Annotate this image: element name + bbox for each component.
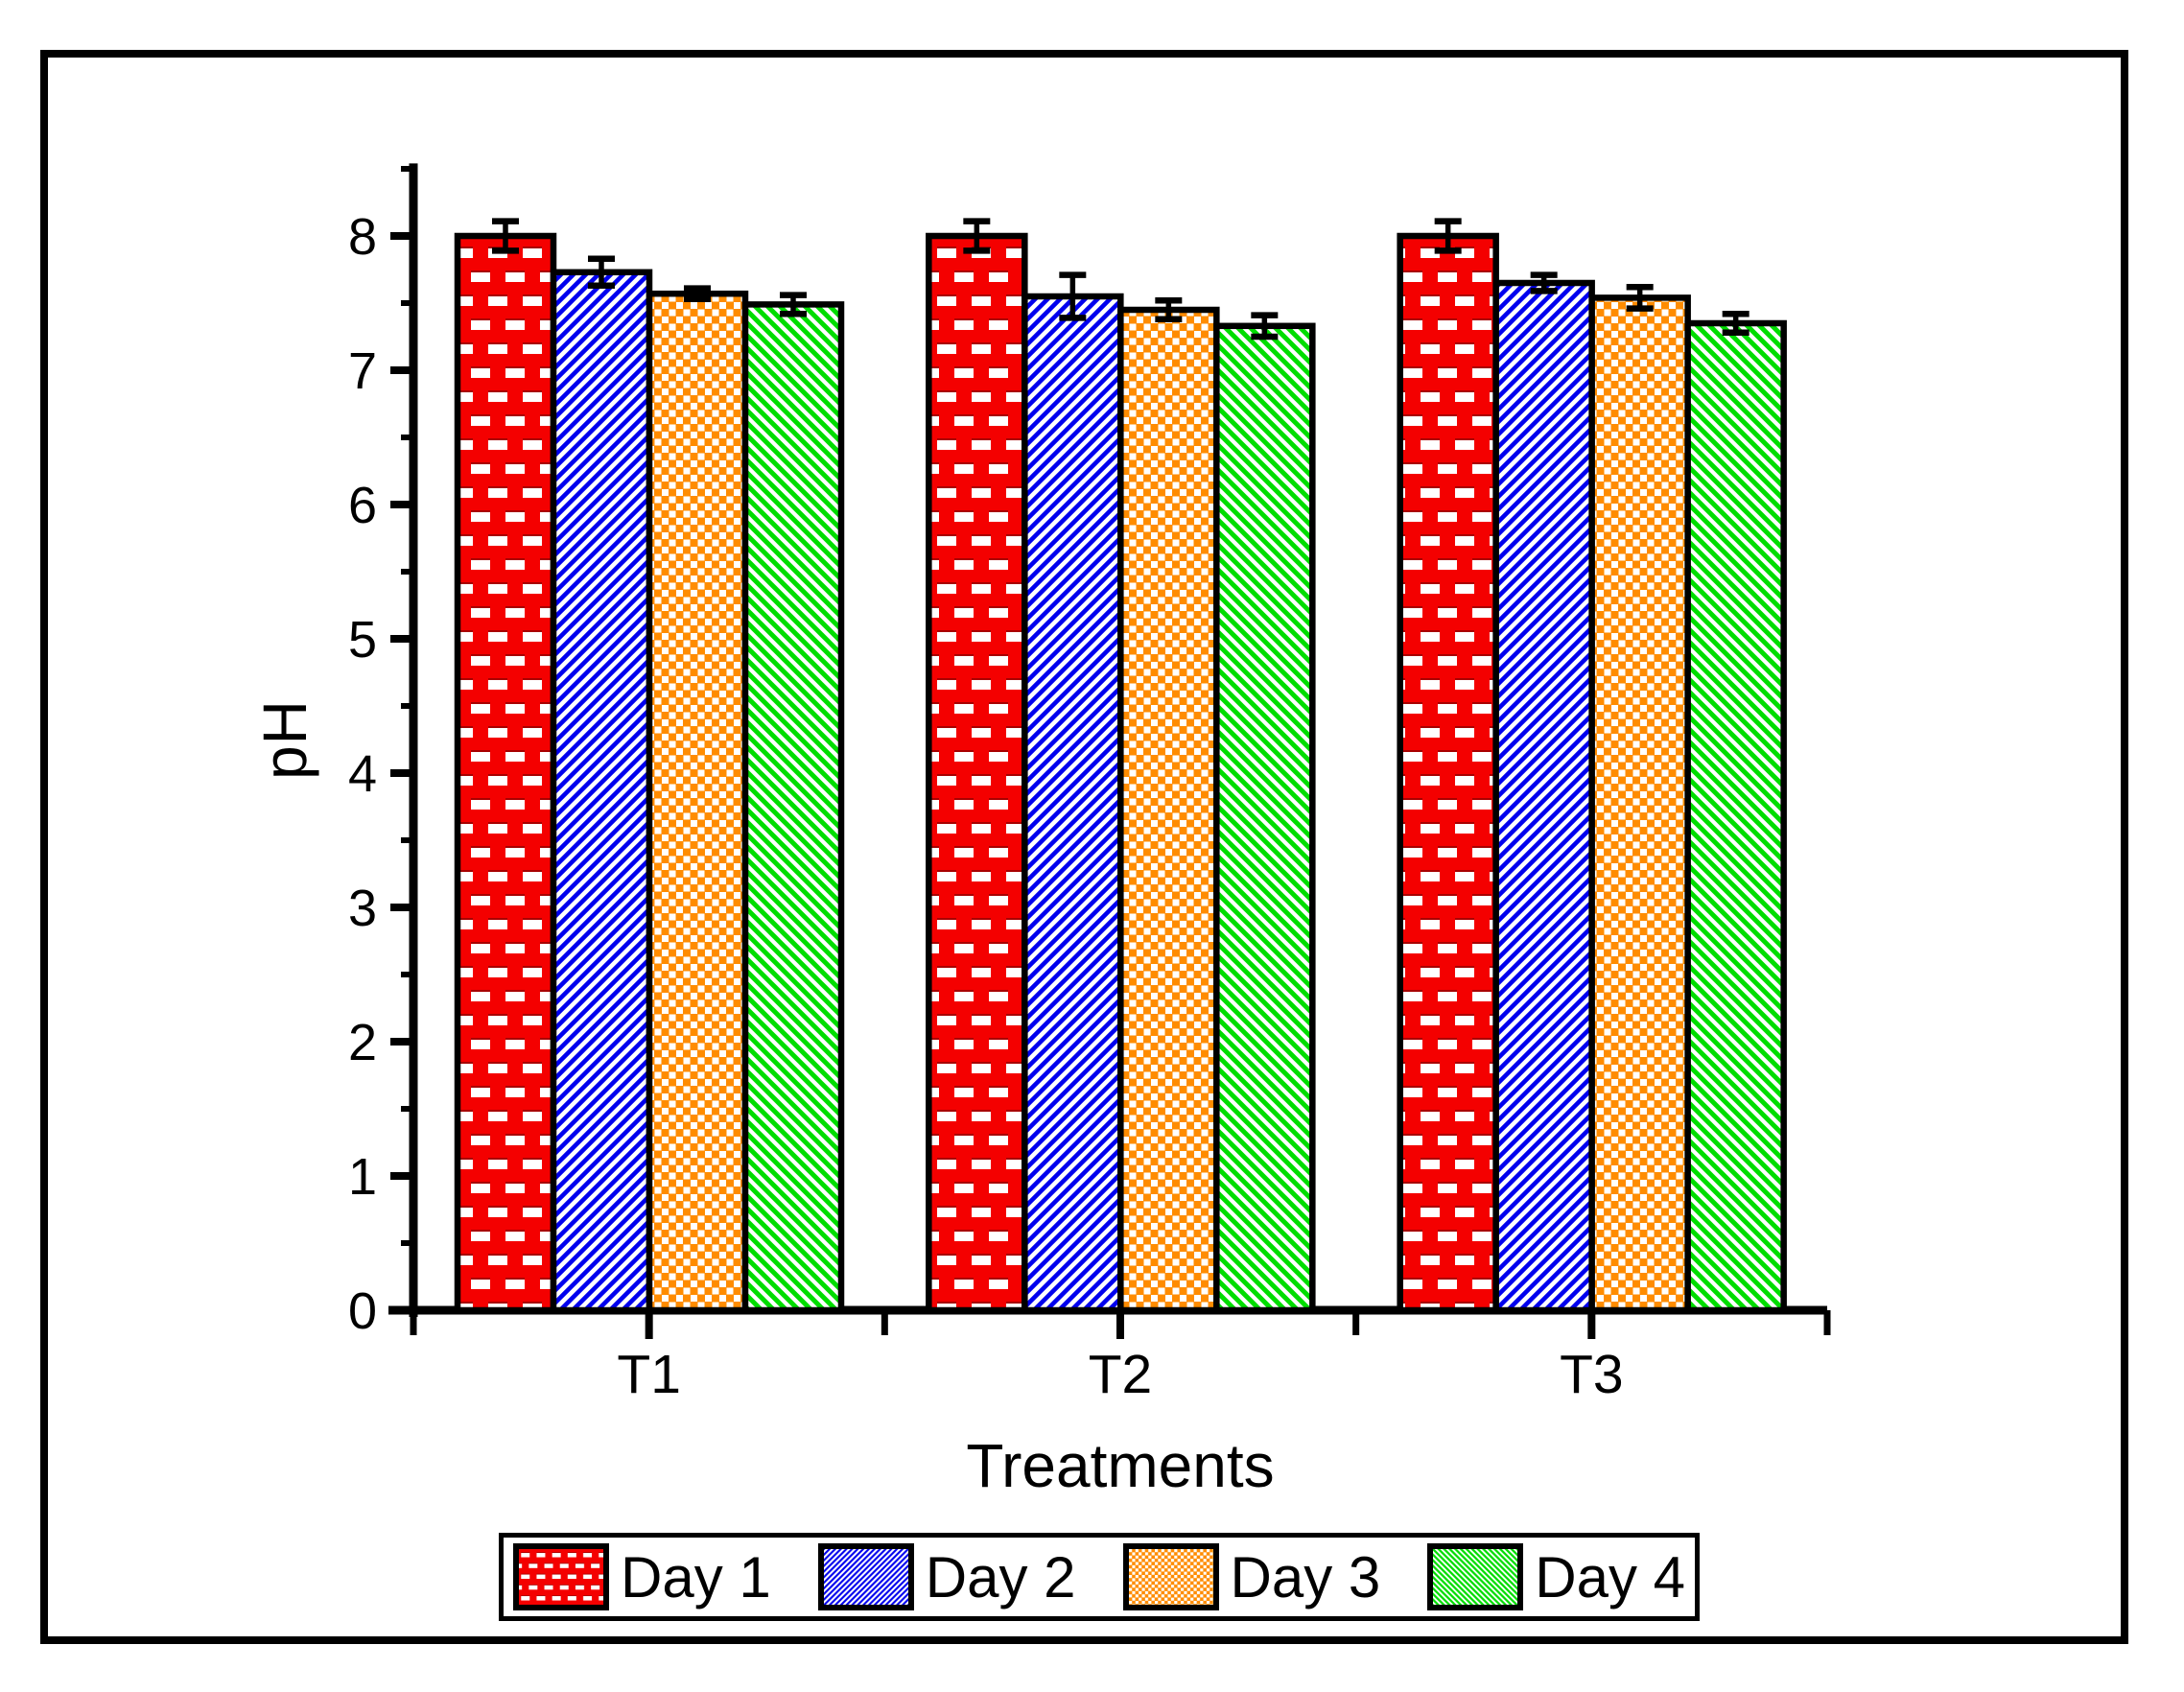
- bar-T2-Day4: [1213, 322, 1316, 1314]
- x-axis-title: Treatments: [966, 1431, 1275, 1500]
- y-tick-label: 5: [348, 611, 377, 669]
- legend-label-day3: Day 3: [1230, 1544, 1381, 1610]
- bar-T1-Day3: [646, 290, 749, 1314]
- legend-swatch-day3-icon: [1122, 1543, 1219, 1610]
- legend-entry-day3: Day 3: [1122, 1543, 1381, 1610]
- bar-T1-Day1: [454, 232, 557, 1314]
- legend-entry-day4: Day 4: [1427, 1543, 1685, 1610]
- figure-border: [40, 50, 2128, 1644]
- legend-swatch-day2-icon: [817, 1543, 914, 1610]
- x-tick-label: T1: [617, 1344, 681, 1405]
- y-tick-label: 1: [348, 1148, 377, 1206]
- legend-label-day4: Day 4: [1535, 1544, 1685, 1610]
- legend-swatch-day1-icon: [513, 1543, 609, 1610]
- legend: Day 1 Day 2 Day 3 Day 4: [499, 1533, 1700, 1621]
- bar-T3-Day3: [1588, 294, 1691, 1314]
- y-tick-label: 0: [348, 1282, 377, 1340]
- y-tick-label: 7: [348, 342, 377, 400]
- x-tick-label: T2: [1089, 1344, 1153, 1405]
- legend-label-day2: Day 2: [925, 1544, 1076, 1610]
- bar-T3-Day4: [1684, 319, 1787, 1314]
- y-tick-label: 3: [348, 880, 377, 937]
- x-tick-label: T3: [1560, 1344, 1624, 1405]
- y-tick-label: 4: [348, 745, 377, 803]
- bar-T2-Day2: [1022, 293, 1124, 1314]
- plot-area: 0 1 2 3 4 5 6 7 8 T1 T2 T3: [348, 163, 1831, 1405]
- y-tick-label: 8: [348, 208, 377, 266]
- legend-entry-day1: Day 1: [513, 1543, 771, 1610]
- y-tick-label: 6: [348, 477, 377, 534]
- bar-T3-Day1: [1397, 232, 1499, 1314]
- bar-T1-Day2: [550, 269, 653, 1314]
- y-tick-label: 2: [348, 1014, 377, 1071]
- bar-T1-Day4: [741, 301, 845, 1314]
- bar-T2-Day1: [926, 232, 1028, 1314]
- legend-label-day1: Day 1: [621, 1544, 771, 1610]
- legend-swatch-day4-icon: [1427, 1543, 1524, 1610]
- bar-T3-Day2: [1492, 279, 1595, 1314]
- bar-T2-Day3: [1117, 306, 1220, 1314]
- y-axis-title: pH: [250, 699, 319, 780]
- legend-entry-day2: Day 2: [817, 1543, 1076, 1610]
